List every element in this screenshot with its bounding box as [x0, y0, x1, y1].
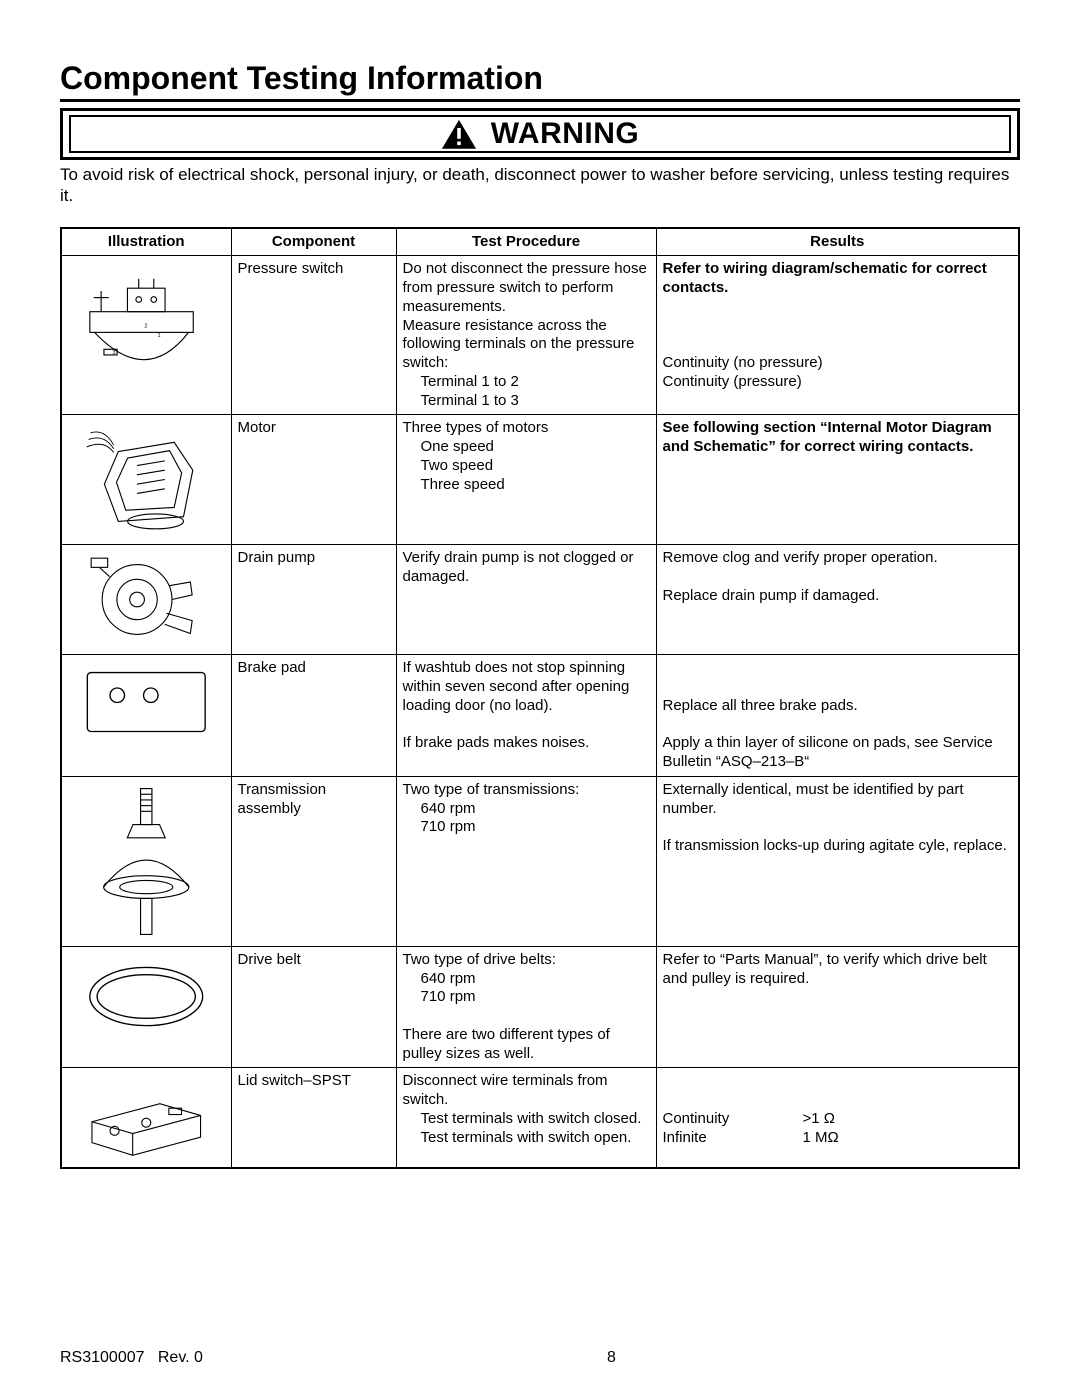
illustration-drain-pump [61, 545, 231, 655]
th-illustration: Illustration [61, 228, 231, 256]
component-name: Drain pump [231, 545, 396, 655]
results: Externally identical, must be identified… [656, 776, 1019, 946]
warning-text: To avoid risk of electrical shock, perso… [60, 164, 1020, 207]
warning-label: WARNING [491, 117, 640, 151]
component-name: Lid switch–SPST [231, 1068, 396, 1168]
illustration-transmission [61, 776, 231, 946]
component-name: Drive belt [231, 946, 396, 1068]
test-procedure: Two type of drive belts: 640 rpm 710 rpm… [396, 946, 656, 1068]
table-row: Brake pad If washtub does not stop spinn… [61, 655, 1019, 777]
illustration-motor [61, 415, 231, 545]
results: See following section “Internal Motor Di… [656, 415, 1019, 545]
component-name: Pressure switch [231, 256, 396, 415]
test-procedure: Do not disconnect the pressure hose from… [396, 256, 656, 415]
brake-pad-icon [68, 659, 225, 746]
table-row: Drive belt Two type of drive belts: 640 … [61, 946, 1019, 1068]
svg-text:2: 2 [144, 324, 147, 330]
table-row: Motor Three types of motors One speed Tw… [61, 415, 1019, 545]
svg-text:1: 1 [158, 333, 161, 339]
lid-switch-icon [68, 1072, 225, 1163]
illustration-drive-belt [61, 946, 231, 1068]
th-results: Results [656, 228, 1019, 256]
table-row: 2 1 3 Pressure switch Do not disconnect … [61, 256, 1019, 415]
table-row: Transmission assembly Two type of transm… [61, 776, 1019, 946]
illustration-pressure-switch: 2 1 3 [61, 256, 231, 415]
results: Refer to “Parts Manual”, to verify which… [656, 946, 1019, 1068]
page-title: Component Testing Information [60, 60, 1020, 102]
illustration-brake-pad [61, 655, 231, 777]
test-procedure: Verify drain pump is not clogged or dama… [396, 545, 656, 655]
drain-pump-icon [68, 549, 225, 650]
table-row: Drain pump Verify drain pump is not clog… [61, 545, 1019, 655]
svg-text:3: 3 [112, 350, 115, 356]
table-header-row: Illustration Component Test Procedure Re… [61, 228, 1019, 256]
th-procedure: Test Procedure [396, 228, 656, 256]
component-table: Illustration Component Test Procedure Re… [60, 227, 1020, 1169]
page-footer: RS3100007 Rev. 0 8 [60, 1349, 1020, 1367]
component-name: Motor [231, 415, 396, 545]
test-procedure: Two type of transmissions: 640 rpm 710 r… [396, 776, 656, 946]
drive-belt-icon [68, 951, 225, 1042]
table-row: Lid switch–SPST Disconnect wire terminal… [61, 1068, 1019, 1168]
warning-triangle-icon [441, 119, 477, 149]
test-procedure: Disconnect wire terminals from switch. T… [396, 1068, 656, 1168]
test-procedure: If washtub does not stop spinning within… [396, 655, 656, 777]
results: Replace all three brake pads. Apply a th… [656, 655, 1019, 777]
motor-icon [68, 419, 225, 540]
doc-id: RS3100007 Rev. 0 [60, 1349, 203, 1367]
warning-box: WARNING [60, 108, 1020, 160]
pressure-switch-icon: 2 1 3 [68, 260, 225, 401]
th-component: Component [231, 228, 396, 256]
component-name: Brake pad [231, 655, 396, 777]
results: Continuity >1 Ω Infinite 1 MΩ [656, 1068, 1019, 1168]
page-number: 8 [607, 1349, 616, 1367]
results: Refer to wiring diagram/schematic for co… [656, 256, 1019, 415]
illustration-lid-switch [61, 1068, 231, 1168]
test-procedure: Three types of motors One speed Two spee… [396, 415, 656, 545]
component-name: Transmission assembly [231, 776, 396, 946]
transmission-icon [68, 781, 225, 942]
results: Remove clog and verify proper operation.… [656, 545, 1019, 655]
